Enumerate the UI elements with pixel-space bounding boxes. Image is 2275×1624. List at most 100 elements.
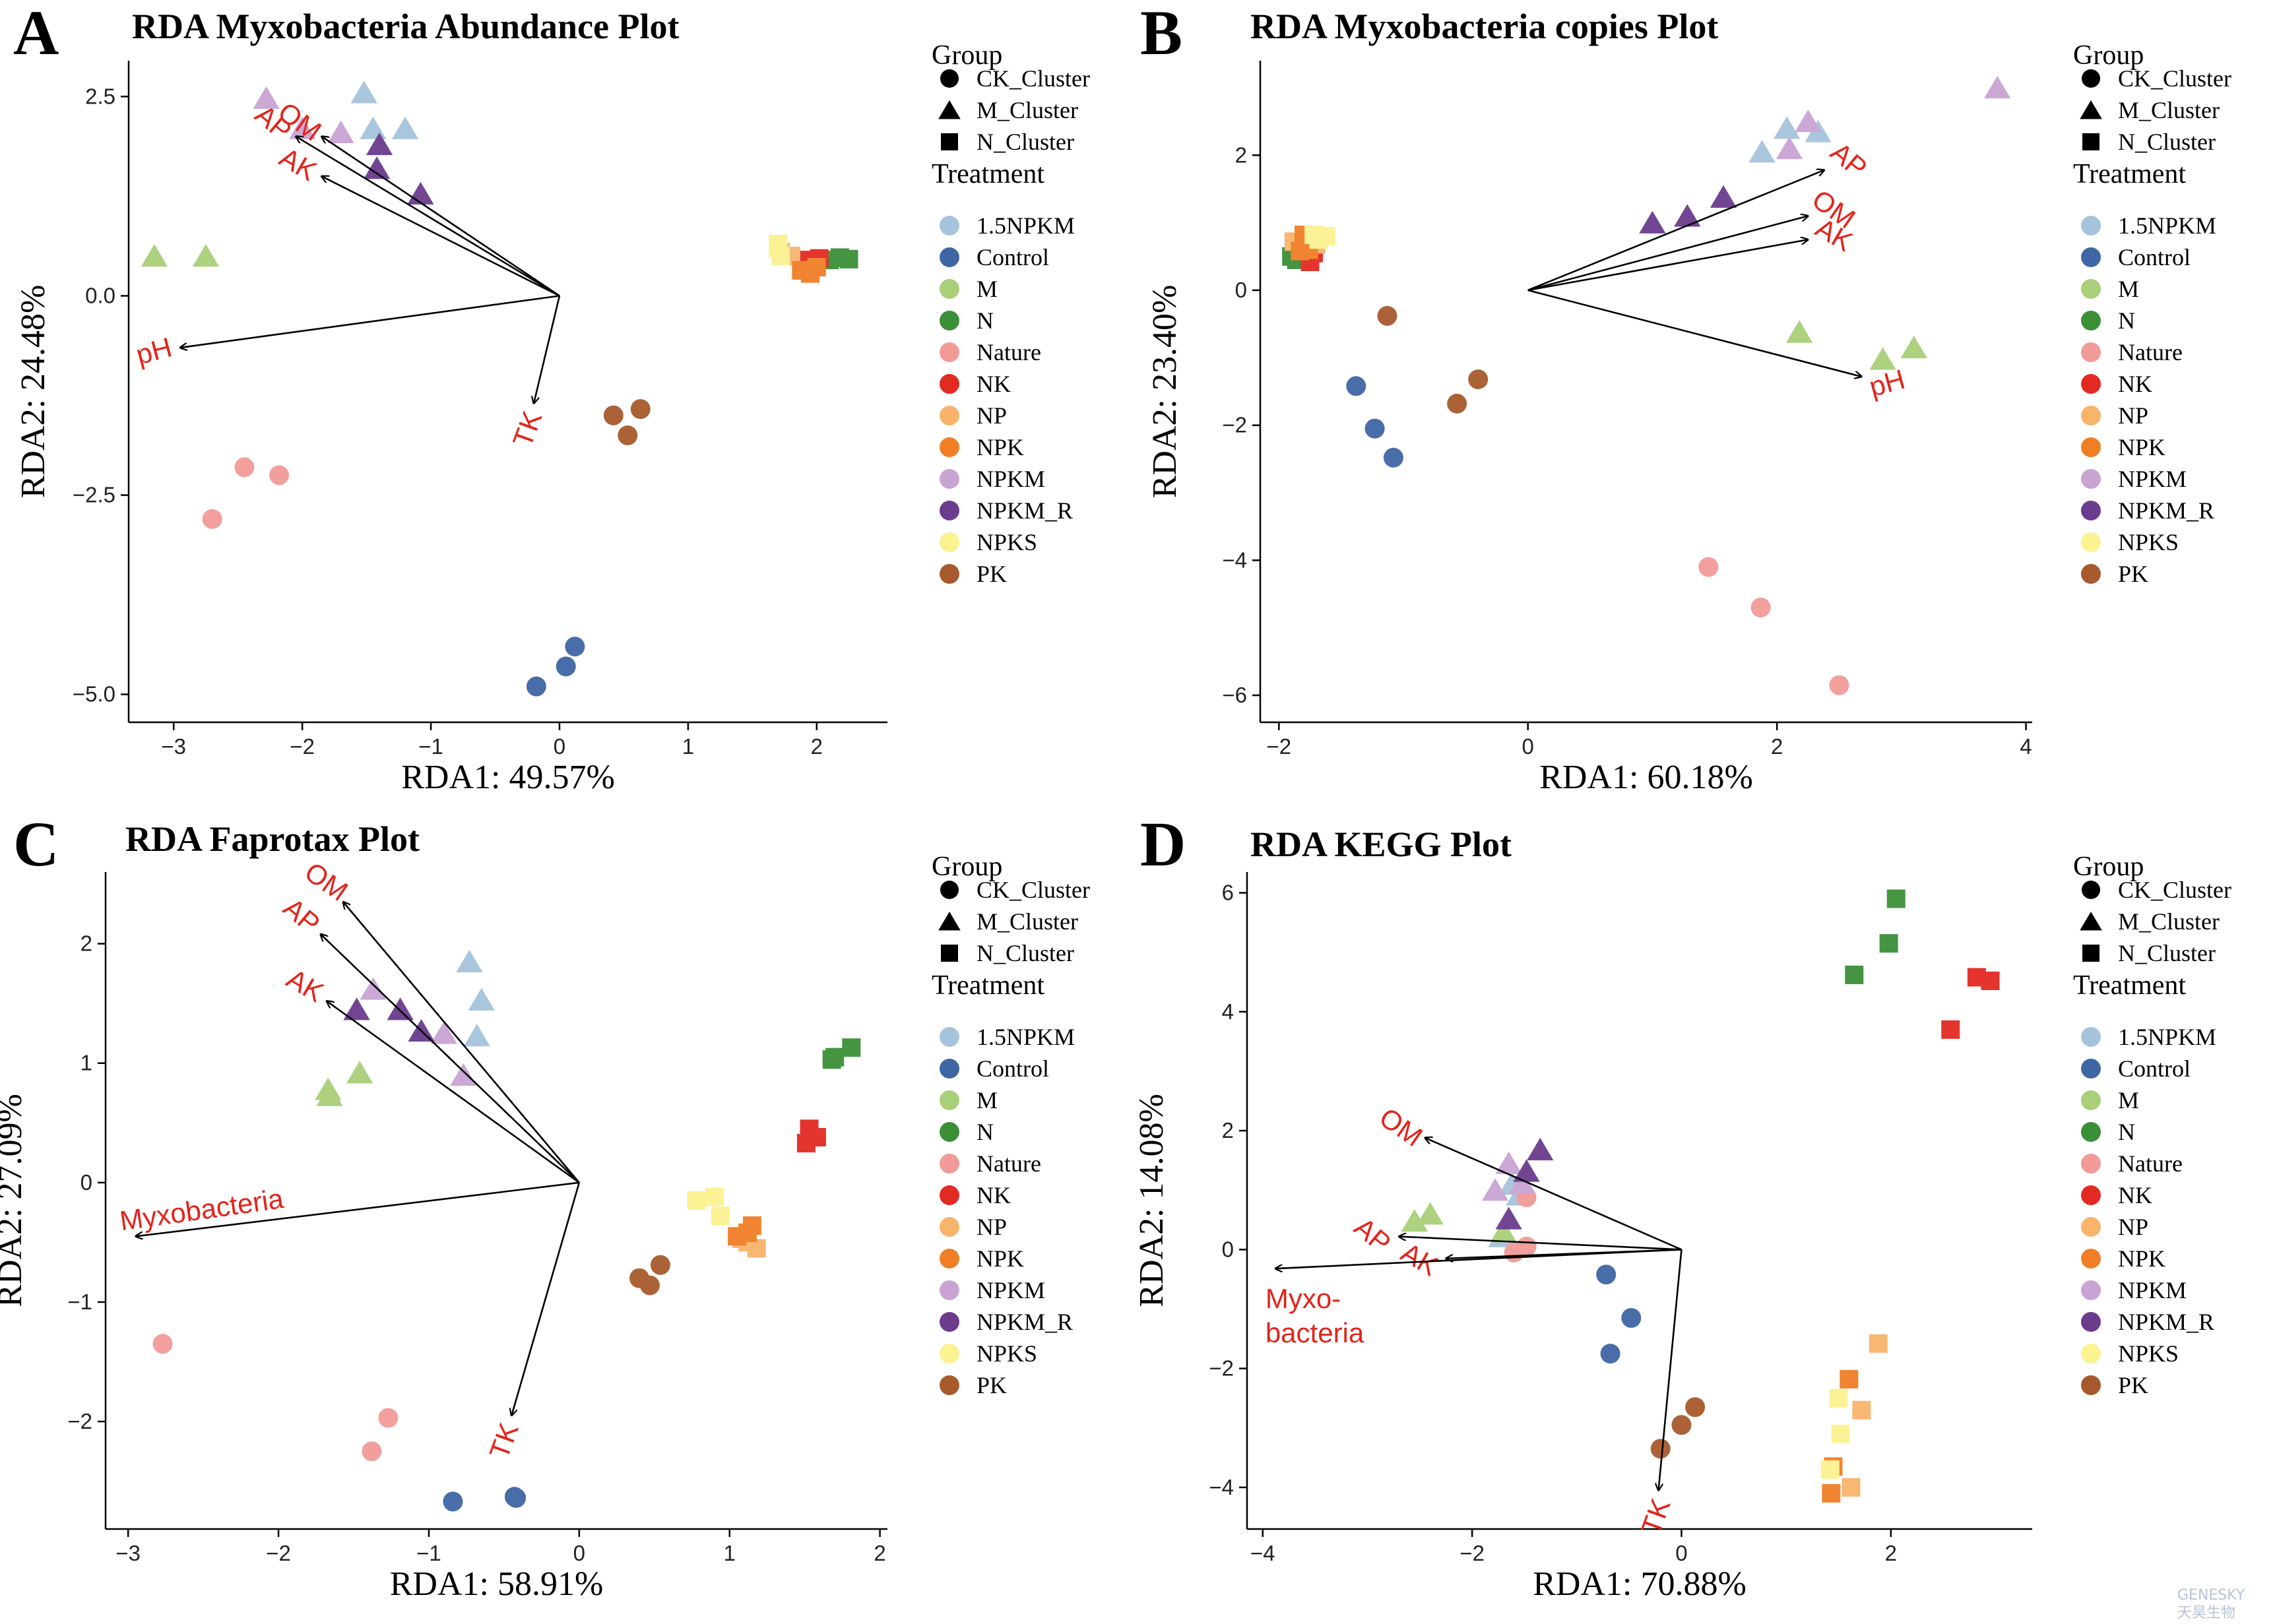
legend-label: M_Cluster (2118, 908, 2220, 935)
point-npk (1822, 1483, 1841, 1503)
legend-label: NPKM (977, 466, 1045, 492)
legend-swatch-m (940, 1090, 959, 1110)
y-tick-label: −2 (67, 1409, 92, 1433)
arrow-tk (511, 1182, 581, 1416)
arrow-om (321, 137, 560, 297)
legend-swatch-np (2081, 1217, 2101, 1237)
legend-label: NPKM_R (977, 1309, 1073, 1335)
point-1-5npkm (350, 80, 377, 104)
x-tick-label: 2 (1771, 734, 1783, 759)
legend-label: NK (977, 1182, 1011, 1208)
point-npk (1291, 241, 1310, 261)
x-tick-label: −3 (161, 734, 186, 759)
legend-swatch-nk (940, 374, 959, 394)
legend-swatch-n-cluster (2082, 133, 2099, 150)
legend-swatch-control (2081, 247, 2101, 267)
point-npks (1831, 1424, 1850, 1443)
point-control (443, 1491, 463, 1512)
y-tick-label: −4 (1209, 1475, 1234, 1499)
arrow-myxo-bacteria (1275, 1249, 1682, 1268)
point-control (556, 656, 576, 677)
legend-label: NP (2118, 402, 2148, 429)
point-m (1869, 347, 1896, 370)
legend-label: Control (2118, 244, 2191, 270)
legend-label: NPKS (977, 1340, 1037, 1367)
point-npkm-r (1495, 1206, 1522, 1230)
arrow-label-ap: AP (278, 892, 326, 939)
arrow-label-ap: AP (1349, 1211, 1397, 1259)
arrow-label-ak: AK (282, 962, 329, 1008)
point-npkm (327, 120, 354, 143)
legend-label: NP (2118, 1214, 2148, 1240)
point-npks (1829, 1389, 1848, 1408)
legend-label: NPK (977, 1245, 1024, 1272)
point-npkm-r (1513, 1159, 1540, 1182)
x-tick-label: 1 (724, 1541, 736, 1565)
x-tick-label: 2 (1885, 1541, 1897, 1565)
x-tick-label: −2 (290, 734, 315, 759)
legend-swatch-npks (940, 532, 959, 552)
point-npkm (1776, 137, 1803, 160)
points (1282, 75, 2011, 695)
point-npkm (1495, 1151, 1522, 1174)
point-control (506, 1487, 527, 1508)
legend-label: N_Cluster (977, 129, 1074, 155)
x-tick-label: 0 (554, 734, 565, 759)
legend-label: CK_Cluster (2118, 877, 2231, 903)
legend-label: Control (2118, 1055, 2191, 1082)
point-np (1842, 1478, 1861, 1497)
legend-swatch-npkm-r (940, 1312, 959, 1332)
point-nature (269, 465, 290, 485)
legend-label: N_Cluster (2118, 129, 2216, 155)
legend-swatch-npk (2081, 437, 2101, 457)
point-control (1621, 1308, 1642, 1328)
legend-group-title: Group (932, 40, 1002, 71)
point-npkm (450, 1063, 477, 1086)
panel-a: A RDA Myxobacteria Abundance Plot −3 −2 −1 0 1… (13, 0, 1090, 796)
x-tick-label: 0 (1522, 734, 1534, 759)
panel-letter: B (1140, 0, 1182, 68)
y-tick-label: −1 (67, 1290, 92, 1314)
legend-swatch-npk (940, 437, 959, 457)
legend-swatch-m-cluster (938, 100, 961, 119)
point-nature (1829, 675, 1849, 695)
y-tick-label: −2 (1209, 1356, 1234, 1381)
point-n (842, 1038, 861, 1057)
x-tick-label: 2 (811, 734, 823, 759)
point-npks (1304, 226, 1324, 245)
x-tick-label: −1 (418, 734, 443, 759)
legend-swatch-nk (2081, 1185, 2101, 1205)
legend-swatch-n-cluster (941, 945, 958, 962)
x-tick-label: −1 (416, 1541, 441, 1565)
arrow-label-myxobacteria: Myxo-bacteria (1266, 1283, 1364, 1348)
point-pk (639, 1275, 660, 1296)
legend-swatch-npkm-r (2081, 501, 2101, 520)
legend-swatch-m (940, 279, 959, 299)
x-axis-title: RDA1: 60.18% (1539, 759, 1753, 796)
legend-label: NPKS (977, 529, 1037, 555)
legend-label: M_Cluster (2118, 97, 2220, 123)
legend-swatch-ck-cluster (940, 69, 959, 88)
legend-swatch-npkm-r (2081, 1312, 2101, 1332)
point-m (1401, 1209, 1428, 1232)
point-npk (807, 257, 826, 276)
point-npkm-r (1639, 210, 1666, 234)
legend-label: Control (977, 244, 1049, 270)
point-1-5npkm (1748, 140, 1776, 163)
point-npkm-r (1674, 204, 1701, 227)
point-npks (687, 1191, 706, 1210)
legend-group-title: Group (932, 852, 1002, 882)
point-npkm (360, 977, 387, 1000)
point-npkm (1795, 109, 1822, 133)
legend-group-title: Group (2073, 852, 2144, 882)
watermark-brand: GENESKY (2177, 1587, 2245, 1604)
panel-b: B RDA Myxobacteria copies Plot −2 0 2 4 −6 −4 −2… (1140, 0, 2231, 796)
point-pk (1650, 1439, 1671, 1459)
legend-label: NPK (2118, 1245, 2165, 1272)
watermark-cn: 天昊生物 (2177, 1605, 2235, 1621)
point-npkm-r (1527, 1137, 1554, 1161)
point-pk (603, 405, 624, 425)
y-tick-label: 2 (1222, 1118, 1234, 1142)
